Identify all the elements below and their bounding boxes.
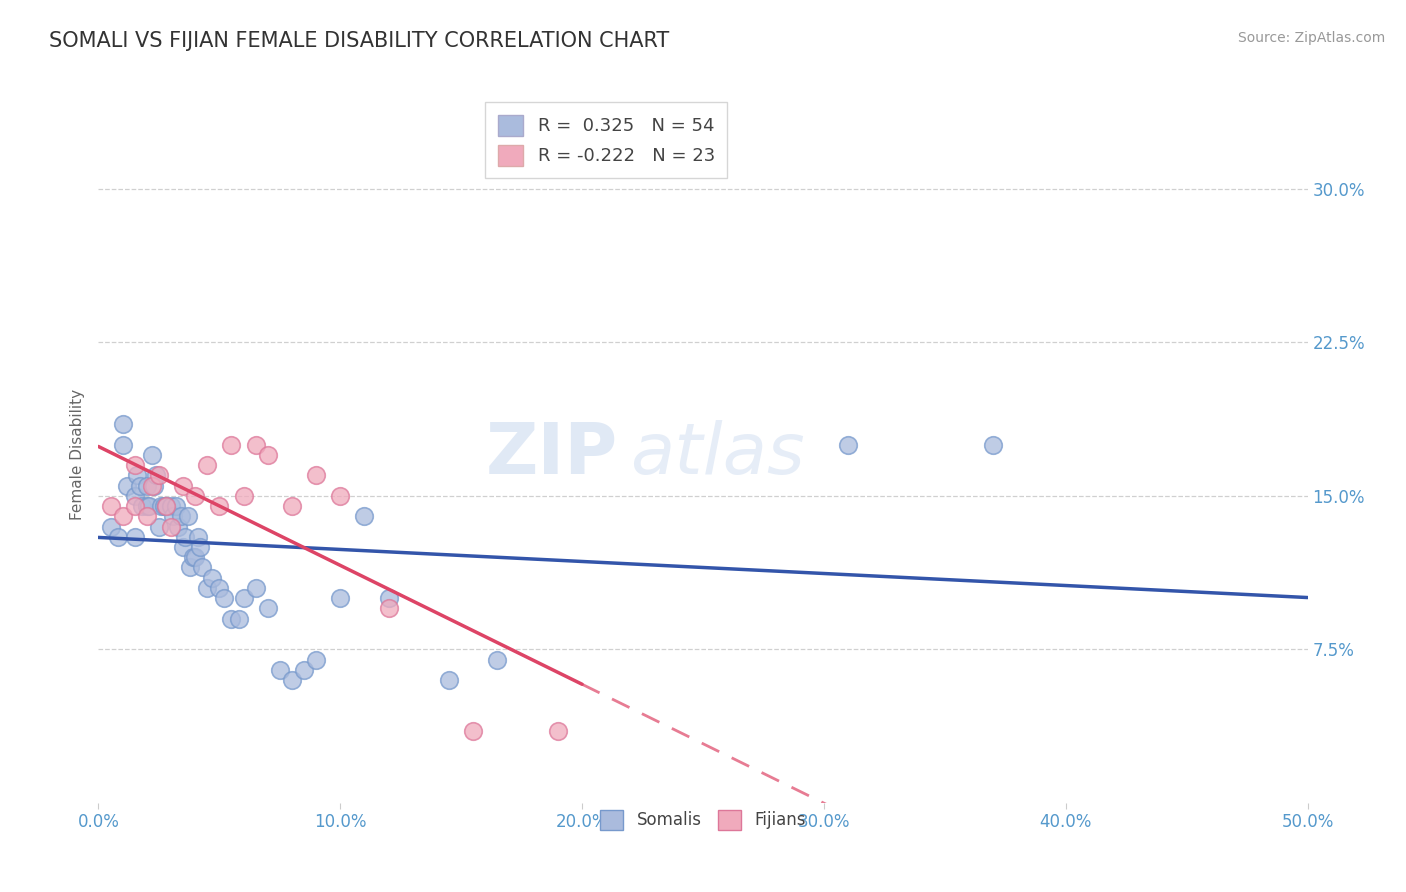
- Text: atlas: atlas: [630, 420, 806, 490]
- Point: [232, 591, 254, 606]
- Point: [124, 499, 146, 513]
- Point: [155, 499, 177, 513]
- Point: [148, 468, 170, 483]
- Point: [152, 499, 174, 513]
- Point: [107, 530, 129, 544]
- Point: [145, 468, 167, 483]
- Point: [256, 448, 278, 462]
- Point: [547, 724, 569, 739]
- Point: [305, 652, 328, 666]
- Point: [124, 489, 146, 503]
- Point: [111, 417, 134, 432]
- Legend: Somalis, Fijians: Somalis, Fijians: [593, 804, 813, 836]
- Point: [281, 673, 304, 687]
- Point: [256, 601, 278, 615]
- Point: [135, 478, 157, 492]
- Point: [131, 499, 153, 513]
- Point: [437, 673, 460, 687]
- Point: [165, 499, 187, 513]
- Point: [377, 601, 399, 615]
- Point: [162, 509, 184, 524]
- Point: [148, 519, 170, 533]
- Point: [269, 663, 291, 677]
- Point: [174, 530, 197, 544]
- Point: [135, 499, 157, 513]
- Point: [208, 581, 231, 595]
- Point: [100, 499, 122, 513]
- Point: [981, 438, 1004, 452]
- Point: [221, 438, 243, 452]
- Point: [143, 478, 166, 492]
- Point: [169, 509, 191, 524]
- Point: [208, 499, 231, 513]
- Text: Source: ZipAtlas.com: Source: ZipAtlas.com: [1237, 31, 1385, 45]
- Point: [150, 499, 173, 513]
- Point: [100, 519, 122, 533]
- Point: [188, 540, 211, 554]
- Point: [245, 581, 267, 595]
- Point: [167, 519, 190, 533]
- Text: ZIP: ZIP: [486, 420, 619, 490]
- Point: [128, 478, 150, 492]
- Point: [155, 499, 177, 513]
- Point: [172, 540, 194, 554]
- Point: [160, 519, 183, 533]
- Point: [111, 438, 134, 452]
- Point: [138, 499, 160, 513]
- Point: [377, 591, 399, 606]
- Point: [228, 612, 250, 626]
- Point: [329, 489, 352, 503]
- Point: [181, 550, 204, 565]
- Point: [195, 458, 218, 472]
- Point: [292, 663, 315, 677]
- Point: [127, 468, 149, 483]
- Point: [191, 560, 214, 574]
- Point: [160, 499, 183, 513]
- Point: [486, 652, 509, 666]
- Point: [201, 571, 224, 585]
- Point: [117, 478, 139, 492]
- Point: [184, 489, 207, 503]
- Point: [135, 509, 157, 524]
- Point: [232, 489, 254, 503]
- Text: SOMALI VS FIJIAN FEMALE DISABILITY CORRELATION CHART: SOMALI VS FIJIAN FEMALE DISABILITY CORRE…: [49, 31, 669, 51]
- Point: [111, 509, 134, 524]
- Point: [195, 581, 218, 595]
- Point: [177, 509, 200, 524]
- Point: [141, 448, 163, 462]
- Point: [184, 550, 207, 565]
- Point: [305, 468, 328, 483]
- Point: [172, 478, 194, 492]
- Point: [179, 560, 201, 574]
- Point: [353, 509, 375, 524]
- Point: [212, 591, 235, 606]
- Point: [837, 438, 859, 452]
- Point: [329, 591, 352, 606]
- Point: [463, 724, 485, 739]
- Point: [141, 478, 163, 492]
- Point: [187, 530, 209, 544]
- Point: [221, 612, 243, 626]
- Point: [124, 458, 146, 472]
- Y-axis label: Female Disability: Female Disability: [70, 389, 86, 521]
- Point: [245, 438, 267, 452]
- Point: [281, 499, 304, 513]
- Point: [124, 530, 146, 544]
